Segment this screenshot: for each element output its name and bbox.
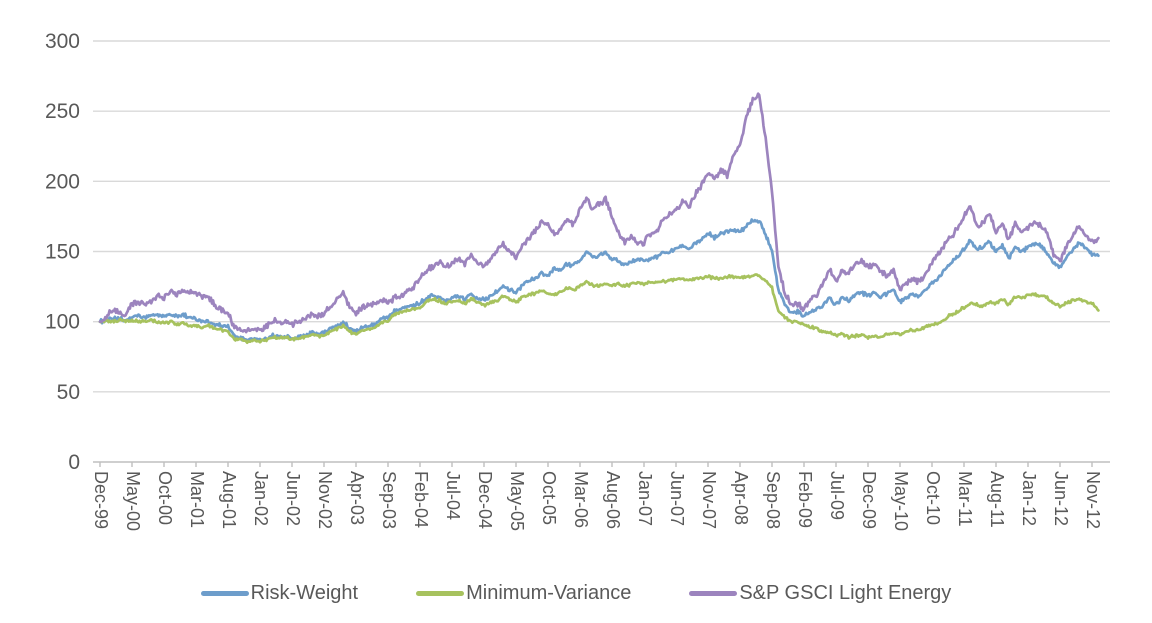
y-tick-label: 150: [45, 241, 80, 264]
x-tick-label: Nov-07: [699, 471, 719, 529]
chart-legend: Risk-Weight Minimum-Variance S&P GSCI Li…: [0, 576, 1152, 610]
x-tick-label: Apr-08: [731, 471, 751, 525]
x-tick-label: Jul-04: [443, 471, 463, 520]
x-tick-label: Aug-11: [987, 471, 1007, 528]
legend-swatch-sp-gsci-light-energy: [689, 590, 738, 596]
legend-label-sp-gsci-light-energy: S&P GSCI Light Energy: [739, 582, 952, 604]
x-tick-label: Jan-07: [635, 471, 655, 526]
x-tick-label: Jun-07: [667, 471, 687, 526]
legend-label-minimum-variance: Minimum-Variance: [466, 582, 632, 604]
x-tick-label: Nov-12: [1083, 471, 1103, 529]
x-tick-label: May-00: [123, 471, 143, 531]
legend-swatch-risk-weight: [200, 590, 249, 596]
x-tick-label: Jun-12: [1051, 471, 1071, 526]
y-tick-label: 300: [45, 30, 80, 53]
x-tick-label: Oct-10: [923, 471, 943, 525]
series-line-s-p-gsci-light-energy: [98, 92, 1100, 334]
series-line-minimum-variance: [98, 273, 1100, 345]
x-tick-label: Sep-08: [763, 471, 783, 529]
legend-label-risk-weight: Risk-Weight: [250, 582, 359, 604]
legend-swatch-minimum-variance: [416, 590, 465, 596]
x-tick-label: Jun-02: [283, 471, 303, 526]
x-tick-label: May-05: [507, 471, 527, 531]
x-tick-label: Jan-02: [251, 471, 271, 526]
y-tick-label: 0: [68, 451, 80, 474]
x-tick-label: Dec-99: [91, 471, 111, 529]
x-tick-label: Oct-05: [539, 471, 559, 525]
x-tick-label: Feb-09: [795, 471, 815, 528]
x-tick-label: Nov-02: [315, 471, 335, 529]
x-tick-label: Apr-03: [347, 471, 367, 525]
x-tick-label: Feb-04: [411, 471, 431, 528]
x-tick-label: Aug-06: [603, 471, 623, 529]
x-tick-label: Sep-03: [379, 471, 399, 529]
x-tick-label: Mar-11: [955, 471, 975, 527]
x-tick-label: Dec-09: [859, 471, 879, 529]
legend-item-sp-gsci-light-energy: S&P GSCI Light Energy: [689, 583, 951, 603]
x-tick-label: Dec-04: [475, 471, 495, 529]
y-tick-label: 250: [45, 100, 80, 123]
x-tick-label: May-10: [891, 471, 911, 531]
y-tick-label: 100: [45, 311, 80, 334]
legend-item-minimum-variance: Minimum-Variance: [416, 583, 631, 603]
legend-item-risk-weight: Risk-Weight: [200, 582, 359, 604]
y-tick-label: 50: [57, 381, 80, 404]
x-tick-label: Aug-01: [219, 471, 239, 529]
x-tick-label: Jan-12: [1019, 471, 1039, 526]
x-tick-label: Jul-09: [827, 471, 847, 520]
y-tick-label: 200: [45, 170, 80, 193]
x-tick-label: Mar-01: [187, 471, 207, 528]
x-tick-label: Oct-00: [155, 471, 175, 525]
x-tick-label: Mar-06: [571, 471, 591, 528]
